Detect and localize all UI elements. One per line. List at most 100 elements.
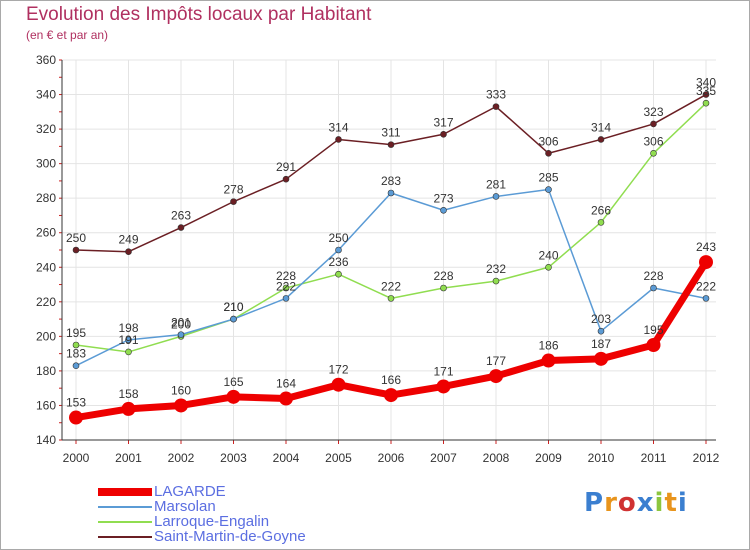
y-tick-label: 200 (36, 329, 56, 343)
logo-letter: o (617, 488, 637, 518)
data-label: 172 (328, 363, 348, 377)
data-label: 198 (118, 321, 138, 335)
data-point (72, 246, 80, 254)
legend-swatch (98, 506, 152, 508)
data-point (699, 255, 713, 270)
data-label: 291 (276, 160, 296, 174)
x-tick-label: 2007 (430, 451, 457, 465)
proxiti-logo: Proxiti (584, 488, 688, 518)
data-point (436, 379, 451, 394)
y-tick-label: 240 (36, 260, 56, 274)
data-point (541, 353, 556, 368)
logo-letter: t (664, 488, 678, 518)
legend-swatch (98, 488, 152, 496)
data-point (230, 315, 237, 323)
data-label: 306 (538, 134, 558, 148)
data-point (125, 348, 132, 356)
x-tick-label: 2003 (220, 451, 247, 465)
data-point (597, 219, 605, 226)
series-lines (69, 91, 713, 425)
data-point (331, 377, 346, 392)
x-tick-label: 2004 (273, 451, 300, 465)
legend-item: Saint-Martin-de-Goyne (98, 528, 398, 545)
data-point (492, 103, 500, 110)
data-label: 228 (276, 269, 296, 283)
y-tick-label: 140 (36, 433, 56, 447)
y-tick-label: 320 (36, 122, 56, 136)
x-tick-label: 2000 (63, 451, 90, 465)
data-point (279, 391, 293, 406)
data-point (597, 136, 605, 143)
line-chart: 140 160 180 200 220 240 260 280 300 320 340 360 200… (36, 53, 720, 465)
data-point (121, 401, 136, 416)
data-label: 158 (118, 387, 138, 401)
data-point (177, 224, 185, 231)
data-label: 177 (486, 354, 506, 368)
data-point (597, 327, 605, 335)
y-tick-label: 280 (36, 191, 56, 205)
data-point (387, 295, 395, 302)
data-point (492, 193, 500, 200)
data-label: 243 (696, 240, 716, 254)
data-point (387, 189, 395, 197)
data-point (69, 410, 83, 425)
data-point (702, 295, 710, 302)
y-axis-ticks: 140 160 180 200 220 240 260 280 300 320 340 360 (36, 53, 56, 447)
data-point (174, 398, 188, 413)
y-tick-label: 340 (36, 88, 56, 102)
data-label: 183 (66, 347, 86, 361)
data-point (440, 284, 447, 292)
y-tick-label: 300 (36, 157, 56, 171)
data-label: 311 (381, 126, 400, 140)
logo-letter: i (654, 488, 665, 518)
data-point (125, 336, 132, 344)
data-label: 222 (381, 279, 401, 293)
data-label: 203 (591, 312, 611, 326)
y-tick-label: 360 (36, 53, 56, 67)
data-point (282, 295, 290, 302)
x-tick-label: 2010 (588, 451, 615, 465)
x-tick-label: 2009 (535, 451, 562, 465)
data-label: 228 (433, 269, 453, 283)
x-tick-label: 2012 (693, 451, 720, 465)
data-point (650, 284, 657, 292)
data-label: 283 (381, 174, 401, 188)
data-label: 232 (486, 262, 506, 276)
data-point (226, 389, 241, 404)
legend-swatch (98, 536, 152, 538)
y-tick-label: 260 (36, 226, 56, 240)
data-point (282, 284, 290, 292)
data-label: 201 (171, 316, 191, 330)
legend-label: Larroque-Engalin (154, 513, 270, 530)
data-label: 164 (276, 377, 296, 391)
data-point (335, 136, 342, 143)
data-label: 210 (223, 300, 243, 314)
data-label: 186 (538, 339, 558, 353)
data-point (545, 263, 552, 271)
data-label: 222 (276, 279, 296, 293)
data-label: 195 (66, 326, 86, 340)
data-point (387, 141, 395, 148)
data-point (650, 149, 657, 157)
x-axis-ticks: 2000 2001 2002 2003 2004 2005 2006 2007 2008 2009… (63, 451, 720, 465)
data-label: 249 (118, 233, 138, 247)
logo-letter: P (584, 488, 605, 518)
data-labels: 250 249 263 278 291 314 311 317 333 306 314 323 340 1… (66, 76, 716, 410)
x-tick-label: 2006 (378, 451, 405, 465)
data-point (594, 351, 608, 366)
chart-title: Evolution des Impôts locaux par Habitant (26, 4, 372, 25)
data-label: 165 (223, 375, 243, 389)
data-point (440, 130, 447, 138)
legend-label: Saint-Martin-de-Goyne (154, 528, 306, 545)
data-label: 187 (591, 337, 611, 351)
x-tick-label: 2005 (325, 451, 352, 465)
data-point (72, 341, 80, 349)
data-label: 335 (696, 84, 716, 98)
data-label: 263 (171, 209, 191, 223)
data-label: 160 (171, 383, 191, 397)
data-label: 171 (433, 364, 453, 378)
y-tick-label: 160 (36, 398, 56, 412)
logo-letter: x (636, 488, 655, 518)
data-label: 250 (328, 231, 348, 245)
